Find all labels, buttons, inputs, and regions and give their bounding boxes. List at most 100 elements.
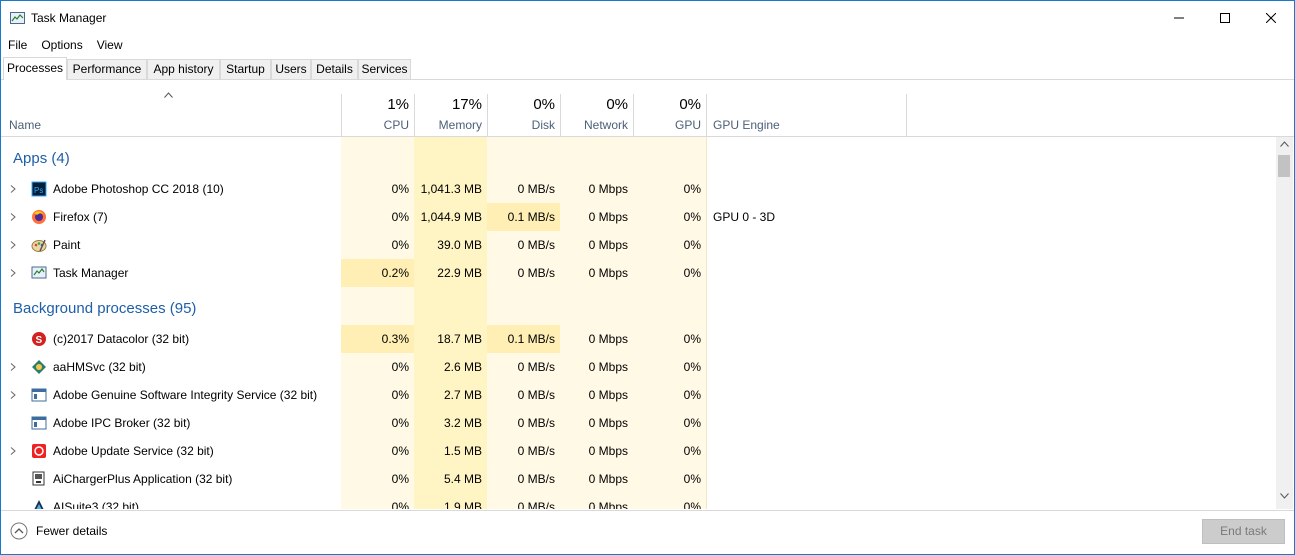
process-row[interactable]: aaHMSvc (32 bit) 0% 2.6 MB 0 MB/s 0 Mbps 0%: [1, 353, 1276, 381]
column-name[interactable]: Name: [9, 118, 42, 132]
tab-performance[interactable]: Performance: [67, 59, 147, 79]
memory-cell: 1,041.3 MB: [420, 182, 482, 196]
menu-bar: File Options View: [1, 35, 130, 55]
column-disk[interactable]: 0% Disk: [487, 94, 560, 136]
disk-column-tint: [487, 137, 560, 509]
memory-total: 17%: [451, 96, 482, 113]
vertical-scrollbar[interactable]: [1276, 137, 1293, 509]
network-cell: 0 Mbps: [588, 238, 628, 252]
network-cell: 0 Mbps: [588, 266, 628, 280]
close-button[interactable]: [1248, 1, 1294, 35]
cpu-cell: 0%: [391, 182, 409, 196]
maximize-button[interactable]: [1202, 1, 1248, 35]
minimize-button[interactable]: [1156, 1, 1202, 35]
svg-text:S: S: [36, 335, 43, 346]
process-row[interactable]: Adobe Update Service (32 bit) 0% 1.5 MB 0 M…: [1, 437, 1276, 465]
tab-app-history[interactable]: App history: [147, 59, 220, 79]
group-title: Background processes (95): [13, 300, 197, 317]
end-task-button[interactable]: End task: [1202, 519, 1285, 544]
cpu-cell: 0%: [391, 388, 409, 402]
charger-icon: [32, 471, 45, 486]
process-row[interactable]: AISuite3 (32 bit) 0% 1.9 MB 0 MB/s 0 Mbps 0%: [1, 493, 1276, 509]
tab-processes[interactable]: Processes: [3, 57, 67, 80]
column-gpu-engine[interactable]: [706, 94, 906, 136]
datacolor-icon: S: [32, 332, 46, 346]
memory-cell: 2.6 MB: [443, 360, 482, 374]
network-total: 0%: [606, 96, 628, 113]
task-manager-app-icon: [10, 12, 25, 24]
collapse-circle-icon[interactable]: [10, 522, 28, 540]
group-header[interactable]: Apps (4): [1, 145, 1276, 173]
gpu-engine-label: GPU Engine: [713, 118, 780, 132]
process-name: Firefox (7): [53, 210, 108, 224]
cpu-cell: 0.2%: [341, 259, 414, 287]
menu-view[interactable]: View: [96, 38, 123, 52]
column-header: Name 1% CPU 17% Memory 0% Disk 0% Networ…: [1, 80, 1294, 137]
disk-cell: 0 MB/s: [517, 360, 555, 374]
scroll-up-icon[interactable]: [1280, 141, 1289, 147]
disk-cell: 0 MB/s: [517, 388, 555, 402]
disk-cell: 0.1 MB/s: [487, 203, 560, 231]
expand-chevron-icon[interactable]: [10, 241, 16, 249]
process-row[interactable]: Adobe Genuine Software Integrity Service…: [1, 381, 1276, 409]
group-header[interactable]: Background processes (95): [1, 295, 1276, 323]
tab-users[interactable]: Users: [271, 59, 311, 79]
paint-icon: [31, 239, 47, 252]
service-icon: [32, 360, 46, 374]
network-cell: 0 Mbps: [588, 332, 628, 346]
window-app-icon: [31, 388, 47, 402]
memory-label: Memory: [438, 118, 482, 132]
expand-chevron-icon[interactable]: [10, 447, 16, 455]
process-row[interactable]: Ps Adobe Photoshop CC 2018 (10) 0% 1,041.3 …: [1, 175, 1276, 203]
scrollbar-thumb[interactable]: [1278, 155, 1290, 177]
cpu-cell: 0%: [391, 416, 409, 430]
gpu-cell: 0%: [683, 238, 701, 252]
aisuite-icon: [34, 500, 44, 509]
process-row[interactable]: Adobe IPC Broker (32 bit) 0% 3.2 MB 0 MB/s 0…: [1, 409, 1276, 437]
fewer-details-link[interactable]: Fewer details: [36, 524, 108, 538]
column-network[interactable]: 0% Network: [560, 94, 633, 136]
disk-cell: 0 MB/s: [517, 416, 555, 430]
network-cell: 0 Mbps: [588, 416, 628, 430]
process-row[interactable]: S (c)2017 Datacolor (32 bit) 0.3% 18.7 MB 0.…: [1, 325, 1276, 353]
scroll-down-icon[interactable]: [1280, 493, 1289, 499]
menu-file[interactable]: File: [8, 38, 28, 52]
memory-cell: 1.5 MB: [443, 444, 482, 458]
process-row[interactable]: AiChargerPlus Application (32 bit) 0% 5.4 …: [1, 465, 1276, 493]
tab-startup[interactable]: Startup: [220, 59, 271, 79]
expand-chevron-icon[interactable]: [10, 185, 16, 193]
process-name: AiChargerPlus Application (32 bit): [53, 472, 233, 486]
process-row[interactable]: Firefox (7) 0% 1,044.9 MB 0.1 MB/s 0 Mbps 0% G…: [1, 203, 1276, 231]
tab-services[interactable]: Services: [358, 59, 411, 79]
gpu-cell: 0%: [683, 266, 701, 280]
column-gpu[interactable]: 0% GPU: [633, 94, 706, 136]
sort-ascending-icon: [164, 92, 173, 98]
svg-text:Ps: Ps: [34, 186, 43, 195]
expand-chevron-icon[interactable]: [10, 363, 16, 371]
disk-cell: 0 MB/s: [517, 266, 555, 280]
expand-chevron-icon[interactable]: [10, 391, 16, 399]
cpu-column-tint: [341, 137, 414, 509]
network-cell: 0 Mbps: [588, 360, 628, 374]
process-row[interactable]: Paint 0% 39.0 MB 0 MB/s 0 Mbps 0%: [1, 231, 1276, 259]
memory-cell: 39.0 MB: [437, 238, 482, 252]
gpu-cell: 0%: [683, 444, 701, 458]
gpu-cell: 0%: [683, 182, 701, 196]
tab-details[interactable]: Details: [311, 59, 358, 79]
gpu-cell: 0%: [683, 360, 701, 374]
process-name: Adobe Photoshop CC 2018 (10): [53, 182, 224, 196]
column-cpu[interactable]: 1% CPU: [341, 94, 414, 136]
process-name: (c)2017 Datacolor (32 bit): [53, 332, 190, 346]
memory-cell: 1.9 MB: [443, 500, 482, 509]
column-memory[interactable]: 17% Memory: [414, 94, 487, 136]
expand-chevron-icon[interactable]: [10, 213, 16, 221]
memory-cell: 2.7 MB: [443, 388, 482, 402]
taskmanager-icon: [31, 266, 47, 279]
process-row[interactable]: Task Manager 0.2% 22.9 MB 0 MB/s 0 Mbps 0%: [1, 259, 1276, 287]
firefox-icon: [32, 210, 46, 224]
cpu-cell: 0%: [391, 360, 409, 374]
menu-options[interactable]: Options: [41, 38, 83, 52]
expand-chevron-icon[interactable]: [10, 269, 16, 277]
gpu-cell: 0%: [683, 332, 701, 346]
process-name: aaHMSvc (32 bit): [53, 360, 146, 374]
